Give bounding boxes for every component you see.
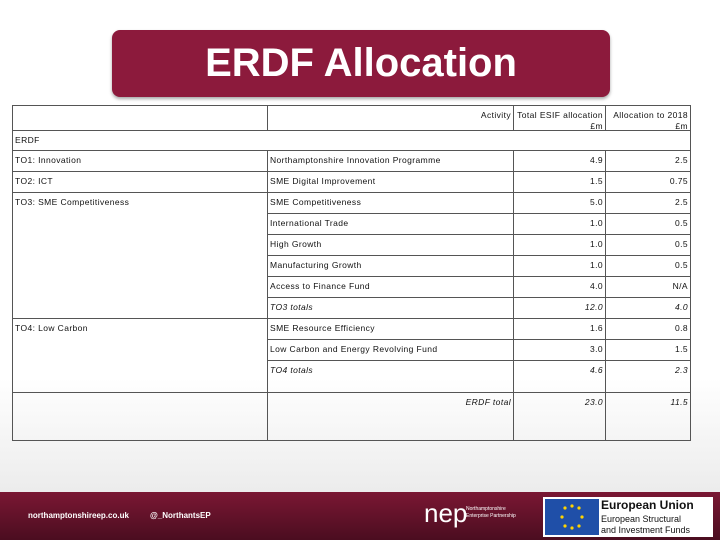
allocation-cell: 11.5 <box>605 392 691 441</box>
allocation-cell: 0.5 <box>605 213 691 235</box>
total-cell: 5.0 <box>513 192 606 214</box>
header-cell: Total ESIF allocation £m <box>513 105 606 131</box>
header-cell: Activity <box>267 105 514 131</box>
header-cell <box>12 105 268 131</box>
allocation-cell: 0.8 <box>605 318 691 340</box>
theme-cell <box>12 255 268 277</box>
total-cell: 1.0 <box>513 255 606 277</box>
twitter: @_NorthantsEP <box>150 511 211 520</box>
total-cell: 4.6 <box>513 360 606 393</box>
eu-flag <box>545 499 599 535</box>
header-cell: Allocation to 2018 £m <box>605 105 691 131</box>
activity-cell: Manufacturing Growth <box>267 255 514 277</box>
total-cell: 1.0 <box>513 234 606 256</box>
theme-cell: TO1: Innovation <box>12 150 268 172</box>
activity-cell: SME Digital Improvement <box>267 171 514 193</box>
eu-logo: European Union European Structural and I… <box>543 497 713 537</box>
logo-text: Northamptonshire Enterprise Partnership <box>466 506 516 519</box>
allocation-cell: 0.5 <box>605 234 691 256</box>
eu-line: and Investment Funds <box>601 525 691 535</box>
total-cell: 12.0 <box>513 297 606 319</box>
total-cell: 1.5 <box>513 171 606 193</box>
allocation-cell: 2.5 <box>605 150 691 172</box>
theme-cell <box>12 213 268 235</box>
theme-cell <box>12 392 268 441</box>
theme-cell: TO4: Low Carbon <box>12 318 268 340</box>
activity-cell: TO4 totals <box>267 360 514 393</box>
theme-cell: TO3: SME Competitiveness <box>12 192 268 214</box>
allocation-cell: 0.75 <box>605 171 691 193</box>
total-cell: 4.9 <box>513 150 606 172</box>
allocation-cell: 1.5 <box>605 339 691 361</box>
theme-cell <box>12 297 268 319</box>
eu-title: European Union <box>601 498 694 512</box>
total-cell: 3.0 <box>513 339 606 361</box>
activity-cell: High Growth <box>267 234 514 256</box>
activity-cell: ERDF total <box>267 392 514 441</box>
total-cell: 4.0 <box>513 276 606 298</box>
allocation-cell: 0.5 <box>605 255 691 277</box>
activity-cell: SME Competitiveness <box>267 192 514 214</box>
activity-cell: International Trade <box>267 213 514 235</box>
website: northamptonshireep.co.uk <box>28 511 129 520</box>
activity-cell: Low Carbon and Energy Revolving Fund <box>267 339 514 361</box>
total-cell: 1.0 <box>513 213 606 235</box>
activity-cell: SME Resource Efficiency <box>267 318 514 340</box>
title: ERDF Allocation <box>205 41 517 85</box>
theme-cell <box>12 360 268 393</box>
allocation-cell: 4.0 <box>605 297 691 319</box>
section-cell: ERDF <box>12 130 691 151</box>
activity-cell: Northamptonshire Innovation Programme <box>267 150 514 172</box>
allocation-cell: 2.5 <box>605 192 691 214</box>
allocation-cell: 2.3 <box>605 360 691 393</box>
activity-cell: TO3 totals <box>267 297 514 319</box>
theme-cell <box>12 234 268 256</box>
allocation-cell: N/A <box>605 276 691 298</box>
title-box: ERDF Allocation <box>112 30 610 97</box>
activity-cell: Access to Finance Fund <box>267 276 514 298</box>
eu-line: European Structural <box>601 514 682 524</box>
total-cell: 23.0 <box>513 392 606 441</box>
logo: nep <box>424 498 468 528</box>
theme-cell <box>12 339 268 361</box>
theme-cell <box>12 276 268 298</box>
total-cell: 1.6 <box>513 318 606 340</box>
theme-cell: TO2: ICT <box>12 171 268 193</box>
